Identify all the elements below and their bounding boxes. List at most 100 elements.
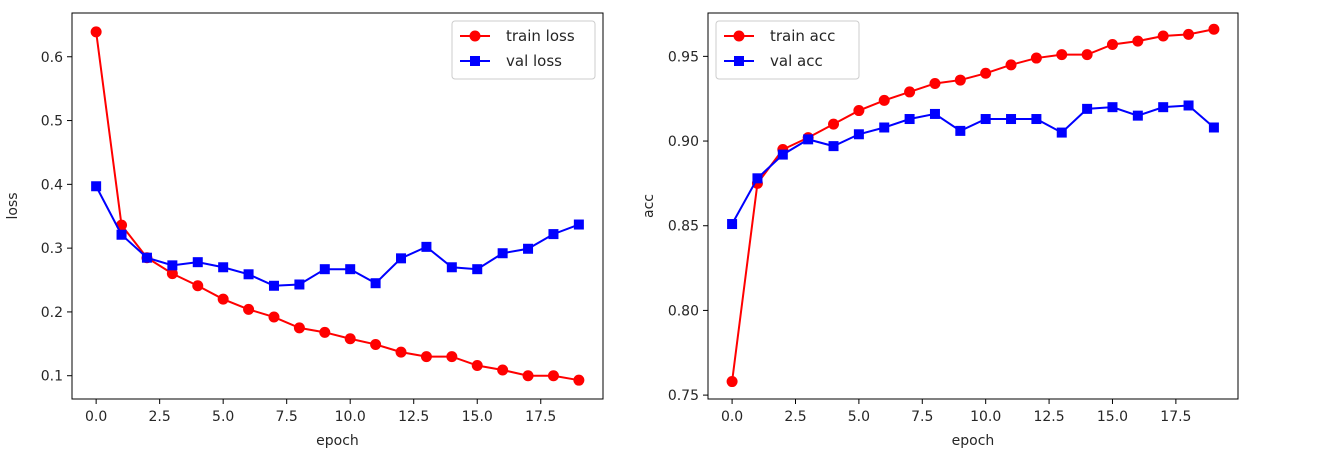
legend-marker	[470, 56, 480, 66]
data-point	[116, 229, 127, 240]
legend-label: train loss	[506, 27, 575, 45]
x-tick-label: 0.0	[85, 409, 107, 425]
data-point	[167, 260, 178, 271]
data-point	[344, 333, 356, 345]
y-tick-label: 0.75	[668, 388, 699, 404]
data-point	[980, 114, 991, 125]
x-tick-label: 17.5	[525, 409, 556, 425]
data-point	[955, 125, 966, 136]
x-axis-label: epoch	[952, 433, 995, 449]
y-tick-label: 0.6	[41, 50, 63, 66]
y-tick-label: 0.2	[41, 305, 63, 321]
x-axis-label: epoch	[316, 433, 359, 449]
data-point	[471, 360, 483, 372]
x-tick-label: 15.0	[462, 409, 493, 425]
y-axis-label: acc	[641, 194, 657, 218]
data-point	[421, 241, 432, 252]
data-point	[420, 351, 432, 363]
y-tick-label: 0.5	[41, 114, 63, 130]
data-point	[243, 269, 254, 280]
x-tick-label: 5.0	[848, 409, 870, 425]
data-point	[726, 376, 738, 388]
legend: train acc val acc	[715, 20, 860, 80]
legend: train loss val loss	[451, 20, 596, 80]
series-val-acc	[727, 100, 1219, 230]
data-point	[777, 149, 788, 160]
data-point	[853, 105, 865, 117]
series-val-loss	[91, 181, 584, 291]
data-point	[752, 173, 763, 184]
data-point	[573, 219, 584, 230]
data-point	[904, 86, 916, 98]
data-point	[904, 114, 915, 125]
y-tick-label: 0.1	[41, 369, 63, 385]
legend-label: train acc	[770, 27, 835, 45]
series-line	[731, 28, 1215, 382]
legend-label: val loss	[506, 52, 562, 70]
data-point	[828, 118, 840, 130]
data-point	[523, 243, 534, 254]
data-point	[547, 370, 559, 382]
data-point	[395, 346, 407, 358]
data-point	[573, 374, 585, 386]
series-train-loss	[90, 26, 585, 386]
data-point	[90, 26, 102, 38]
data-point	[319, 326, 331, 338]
data-point	[268, 280, 279, 291]
x-tick-label: 0.0	[721, 409, 743, 425]
data-point	[548, 229, 559, 240]
data-point	[1056, 127, 1067, 138]
data-point	[91, 181, 102, 192]
x-tick-label: 7.5	[276, 409, 298, 425]
x-tick-label: 12.5	[398, 409, 429, 425]
data-point	[370, 278, 381, 289]
data-point	[1208, 23, 1220, 35]
data-point	[243, 303, 255, 315]
data-point	[370, 338, 382, 350]
data-point	[980, 67, 992, 79]
data-point	[218, 262, 229, 273]
series-line	[731, 104, 1215, 225]
loss-chart: 0.0 2.5 5.0 7.5 10.0 12.5 15.0 17.5 0.1 0.2 0.3 0.4…	[5, 12, 604, 449]
data-point	[472, 264, 483, 275]
data-point	[1132, 110, 1143, 121]
series-line	[95, 31, 580, 382]
data-point	[1005, 59, 1017, 71]
x-tick-label: 15.0	[1097, 409, 1128, 425]
data-point	[345, 264, 356, 275]
data-point	[396, 253, 407, 264]
legend-marker	[733, 30, 745, 42]
data-point	[878, 94, 890, 106]
y-tick-label: 0.85	[668, 219, 699, 235]
x-tick-label: 17.5	[1160, 409, 1191, 425]
data-point	[1081, 49, 1093, 61]
x-tick-label: 10.0	[970, 409, 1001, 425]
data-point	[1056, 49, 1068, 61]
legend-marker	[734, 56, 744, 66]
legend-label: val acc	[770, 52, 823, 70]
data-point	[1158, 102, 1169, 113]
y-axis-label: loss	[5, 192, 21, 219]
data-point	[803, 134, 814, 145]
data-point	[294, 279, 305, 290]
data-point	[1031, 114, 1042, 125]
data-point	[446, 351, 458, 363]
data-point	[268, 311, 280, 323]
data-point	[1132, 35, 1144, 47]
data-point	[1183, 100, 1194, 111]
data-point	[497, 364, 509, 376]
y-tick-label: 0.4	[41, 177, 63, 193]
x-tick-label: 7.5	[911, 409, 933, 425]
data-point	[293, 322, 305, 334]
plot-frame	[707, 12, 1239, 400]
data-point	[828, 141, 839, 152]
data-point	[929, 108, 940, 119]
x-tick-label: 2.5	[149, 409, 171, 425]
data-point	[1183, 28, 1195, 40]
data-point	[192, 257, 203, 268]
data-point	[954, 74, 966, 86]
data-point	[879, 122, 890, 133]
legend-marker	[469, 30, 481, 42]
y-tick-label: 0.90	[668, 134, 699, 150]
